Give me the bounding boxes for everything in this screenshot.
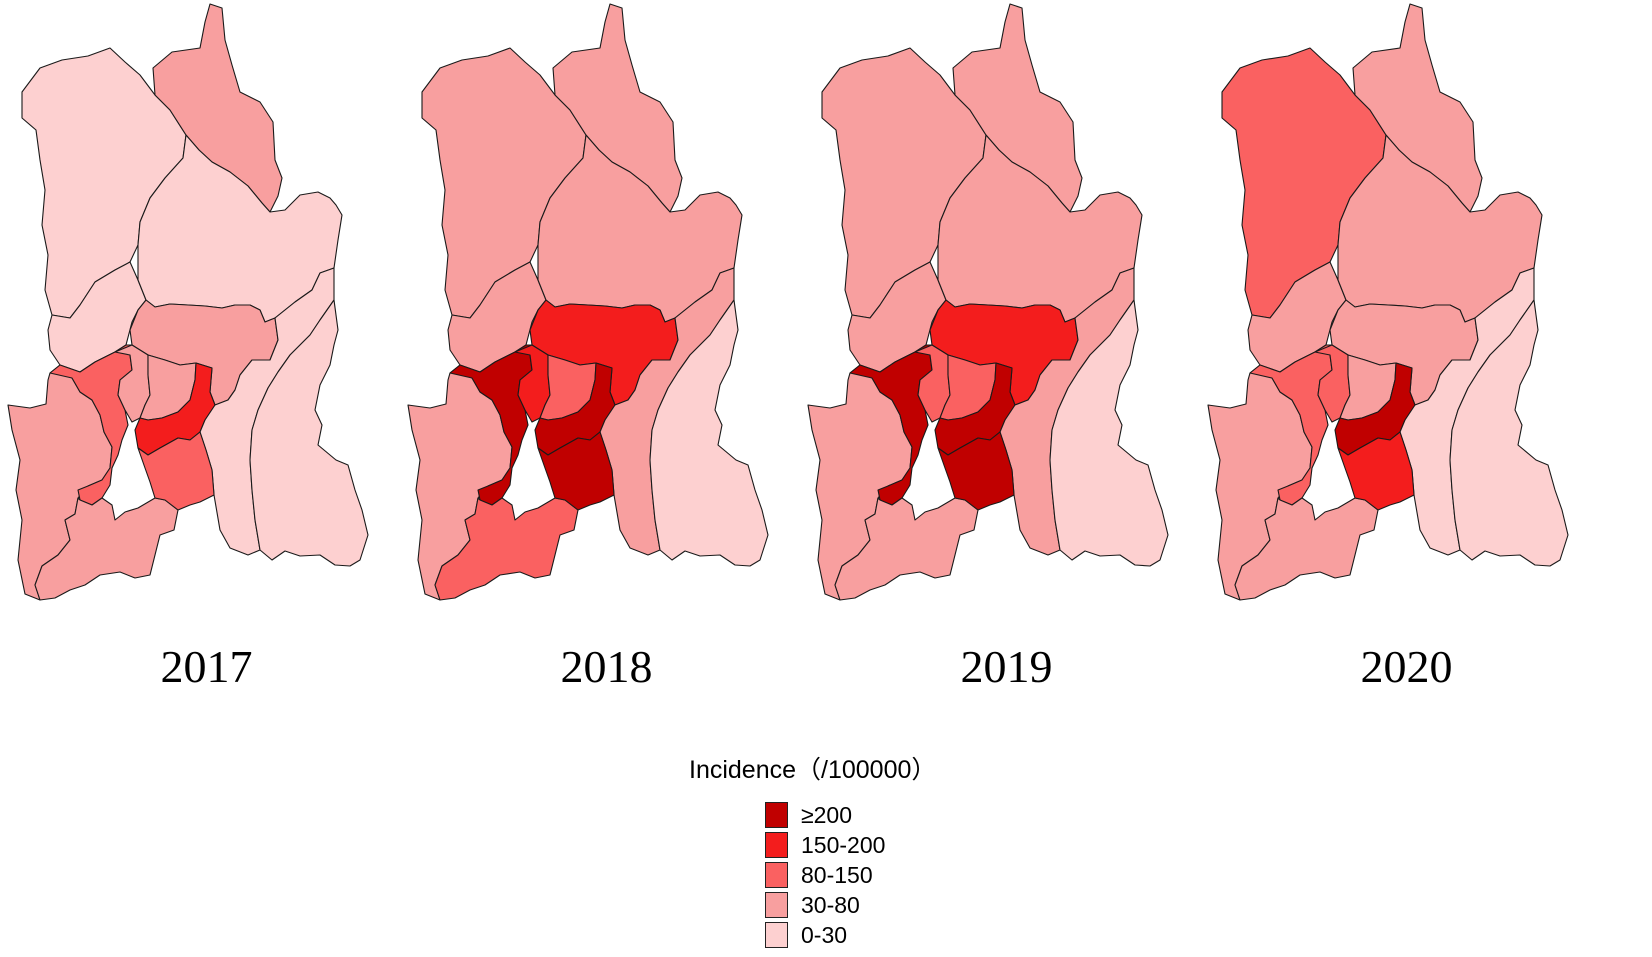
map-4 (1207, 3, 1569, 601)
legend-swatch (765, 832, 788, 858)
legend-label: 0-30 (801, 921, 848, 948)
legend-items: ≥200 150-200 80-150 30-80 0-30 (765, 800, 936, 950)
region-west-inner (449, 344, 533, 506)
region-far-east (249, 299, 369, 567)
legend: Incidence（/100000） ≥200 150-200 80-150 3… (689, 750, 936, 950)
region-south-center (937, 431, 1015, 511)
map-panel-1: 2017 (0, 0, 413, 692)
legend-label: 150-200 (801, 831, 886, 858)
region-far-east (1449, 299, 1569, 567)
region-south-center (537, 431, 615, 511)
region-west-mid (47, 261, 147, 373)
year-label-4: 2020 (1360, 641, 1453, 692)
map-2 (407, 3, 769, 601)
legend-item: 0-30 (765, 920, 936, 950)
region-southwest (434, 497, 579, 601)
map-3 (807, 3, 1169, 601)
region-far-east (649, 299, 769, 567)
region-south-center (137, 431, 215, 511)
year-label-3: 2019 (960, 641, 1053, 692)
region-west-inner (49, 344, 133, 506)
legend-item: 80-150 (765, 860, 936, 890)
legend-label: 80-150 (801, 861, 873, 888)
legend-item: 30-80 (765, 890, 936, 920)
map-panel-3: 2019 (800, 0, 1213, 692)
region-west-inner (1249, 344, 1333, 506)
legend-label: ≥200 (801, 801, 852, 828)
map-panel-2: 2018 (400, 0, 813, 692)
region-southwest (834, 497, 979, 601)
legend-title: Incidence（/100000） (689, 756, 937, 784)
year-label-1: 2017 (160, 641, 253, 692)
legend-label: 30-80 (801, 891, 860, 918)
region-west-mid (1247, 261, 1347, 373)
legend-swatch (765, 802, 788, 828)
year-label-2: 2018 (560, 641, 653, 692)
region-south-center (1337, 431, 1415, 511)
region-west-mid (447, 261, 547, 373)
region-far-east (1049, 299, 1169, 567)
region-southwest (34, 497, 179, 601)
legend-swatch (765, 862, 788, 888)
map-panel-4: 2020 (1200, 0, 1613, 692)
choropleth-maps: 2017 2018 2019 2020 (0, 0, 1613, 692)
legend-item: 150-200 (765, 830, 936, 860)
map-1 (7, 3, 369, 601)
region-west-inner (849, 344, 933, 506)
legend-item: ≥200 (765, 800, 936, 830)
legend-swatch (765, 922, 788, 948)
region-west-mid (847, 261, 947, 373)
region-southwest (1234, 497, 1379, 601)
legend-swatch (765, 892, 788, 918)
